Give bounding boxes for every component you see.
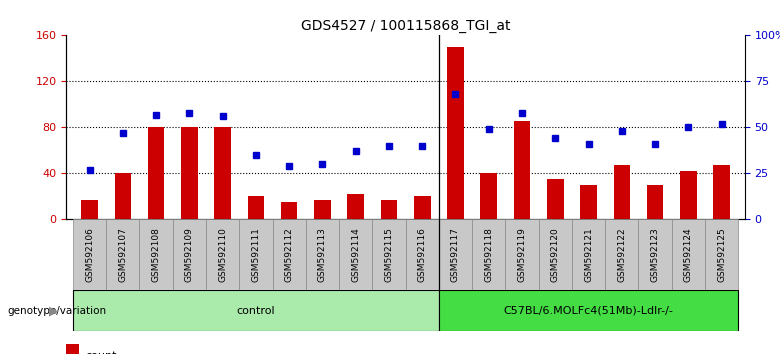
Bar <box>614 165 630 219</box>
Text: GSM592118: GSM592118 <box>484 227 493 282</box>
Bar <box>414 196 431 219</box>
Text: GSM592120: GSM592120 <box>551 228 560 282</box>
Bar <box>539 219 572 290</box>
Text: control: control <box>236 306 275 316</box>
Bar <box>705 219 738 290</box>
Bar <box>181 127 197 219</box>
Bar <box>572 219 605 290</box>
Bar <box>680 171 697 219</box>
Bar <box>381 200 397 219</box>
Bar <box>73 219 106 290</box>
Bar <box>480 173 497 219</box>
Bar <box>339 219 372 290</box>
Bar <box>115 173 131 219</box>
Text: GSM592113: GSM592113 <box>318 227 327 282</box>
Bar <box>147 127 165 219</box>
Text: count: count <box>85 351 116 354</box>
Bar <box>639 219 672 290</box>
Text: GSM592116: GSM592116 <box>418 227 427 282</box>
Text: GSM592125: GSM592125 <box>717 228 726 282</box>
Bar <box>439 290 738 331</box>
Bar <box>713 165 730 219</box>
Bar <box>172 219 206 290</box>
Text: GSM592111: GSM592111 <box>251 227 261 282</box>
Bar <box>106 219 140 290</box>
Bar <box>215 127 231 219</box>
Bar <box>605 219 639 290</box>
Text: GSM592110: GSM592110 <box>218 227 227 282</box>
Bar <box>140 219 172 290</box>
Text: GSM592119: GSM592119 <box>517 227 526 282</box>
Bar <box>647 185 664 219</box>
Bar <box>372 219 406 290</box>
Bar <box>447 47 464 219</box>
Bar <box>272 219 306 290</box>
Text: ▶: ▶ <box>49 304 58 317</box>
Text: C57BL/6.MOLFc4(51Mb)-Ldlr-/-: C57BL/6.MOLFc4(51Mb)-Ldlr-/- <box>504 306 673 316</box>
Bar <box>81 200 98 219</box>
Bar <box>281 202 297 219</box>
Text: GSM592107: GSM592107 <box>119 227 127 282</box>
Bar <box>672 219 705 290</box>
Bar <box>306 219 339 290</box>
Text: GSM592106: GSM592106 <box>85 227 94 282</box>
Bar <box>66 344 79 354</box>
Bar <box>239 219 272 290</box>
Bar <box>580 185 597 219</box>
Text: GSM592108: GSM592108 <box>151 227 161 282</box>
Bar <box>73 290 439 331</box>
Text: GSM592123: GSM592123 <box>651 228 660 282</box>
Bar <box>514 120 530 219</box>
Text: genotype/variation: genotype/variation <box>8 306 107 316</box>
Bar <box>247 196 264 219</box>
Text: GSM592124: GSM592124 <box>684 228 693 282</box>
Text: GSM592121: GSM592121 <box>584 228 593 282</box>
Title: GDS4527 / 100115868_TGI_at: GDS4527 / 100115868_TGI_at <box>301 19 510 33</box>
Bar <box>505 219 539 290</box>
Bar <box>439 219 472 290</box>
Text: GSM592109: GSM592109 <box>185 227 194 282</box>
Bar <box>547 179 564 219</box>
Text: GSM592114: GSM592114 <box>351 228 360 282</box>
Bar <box>472 219 505 290</box>
Bar <box>406 219 439 290</box>
Bar <box>347 194 364 219</box>
Bar <box>314 200 331 219</box>
Text: GSM592117: GSM592117 <box>451 227 460 282</box>
Text: GSM592112: GSM592112 <box>285 228 294 282</box>
Text: GSM592122: GSM592122 <box>617 228 626 282</box>
Text: GSM592115: GSM592115 <box>385 227 393 282</box>
Bar <box>206 219 239 290</box>
